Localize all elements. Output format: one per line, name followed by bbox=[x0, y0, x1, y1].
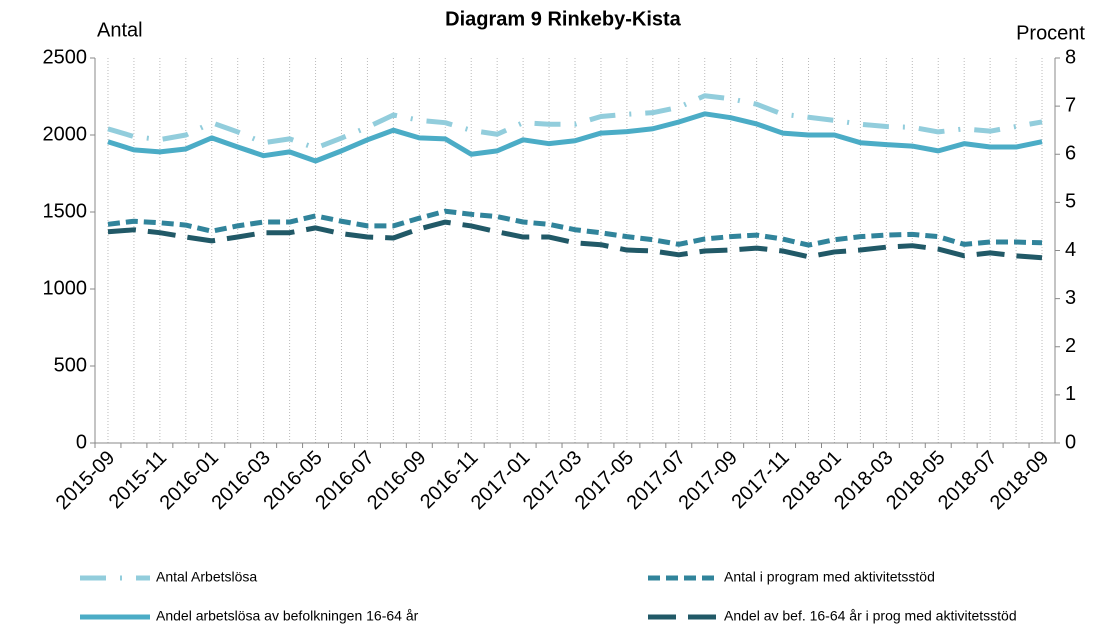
y-tick-label: 1000 bbox=[43, 277, 88, 299]
y2-tick-label: 2 bbox=[1065, 335, 1076, 357]
y2-tick-label: 7 bbox=[1065, 94, 1076, 116]
y2-axis-title: Procent bbox=[1016, 22, 1085, 44]
legend-label: Antal i program med aktivitetsstöd bbox=[724, 569, 935, 585]
y2-tick-label: 0 bbox=[1065, 431, 1076, 453]
y2-tick-label: 1 bbox=[1065, 383, 1076, 405]
y2-tick-label: 3 bbox=[1065, 287, 1076, 309]
y2-tick-label: 8 bbox=[1065, 46, 1076, 68]
legend-label: Antal Arbetslösa bbox=[156, 569, 257, 585]
chart-title: Diagram 9 Rinkeby-Kista bbox=[445, 8, 682, 30]
y-axis-title: Antal bbox=[97, 19, 143, 41]
legend-label: Andel arbetslösa av befolkningen 16-64 å… bbox=[156, 608, 419, 624]
legend-label: Andel av bef. 16-64 år i prog med aktivi… bbox=[724, 608, 1017, 624]
y2-tick-label: 5 bbox=[1065, 191, 1076, 213]
series-line bbox=[107, 111, 1043, 164]
y-tick-label: 2500 bbox=[43, 46, 88, 68]
y-tick-label: 500 bbox=[54, 354, 87, 376]
series-line bbox=[107, 93, 1043, 151]
series-line bbox=[107, 208, 1043, 248]
y-tick-label: 2000 bbox=[43, 123, 88, 145]
y2-tick-label: 6 bbox=[1065, 143, 1076, 165]
y2-tick-label: 4 bbox=[1065, 239, 1076, 261]
y-tick-label: 0 bbox=[76, 431, 87, 453]
y-tick-label: 1500 bbox=[43, 200, 88, 222]
x-tick-label: 2015-09 bbox=[52, 447, 119, 514]
